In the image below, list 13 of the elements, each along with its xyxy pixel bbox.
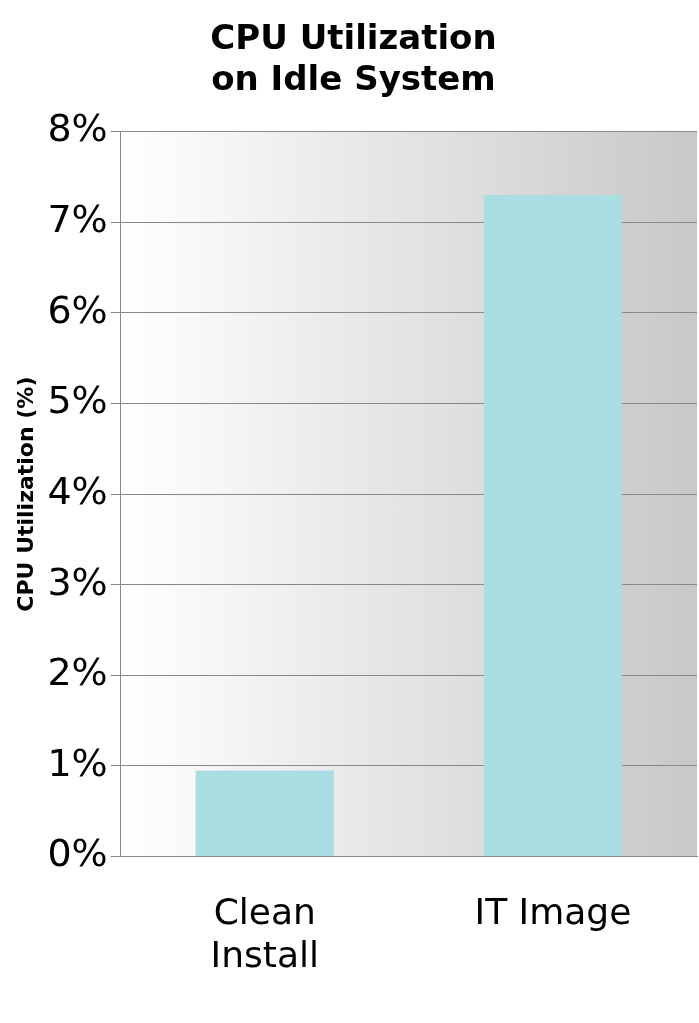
x-tick-label: IT Image (474, 890, 632, 932)
y-tick-label: 4% (47, 468, 108, 513)
y-tick-label: 5% (47, 378, 108, 423)
y-tick-label: 8% (47, 106, 108, 151)
chart-title: CPU Utilization on Idle System (210, 17, 497, 99)
y-tick-label: 0% (47, 831, 108, 876)
y-axis-title: CPU Utilization (%) (12, 376, 38, 612)
y-tick-label: 2% (47, 650, 108, 695)
y-tick-label: 1% (47, 740, 108, 785)
y-tick-label: 6% (47, 287, 108, 332)
y-tick-label: 3% (47, 559, 108, 604)
x-tick-label: Clean Install (210, 890, 319, 975)
y-tick-label: 7% (47, 197, 108, 242)
